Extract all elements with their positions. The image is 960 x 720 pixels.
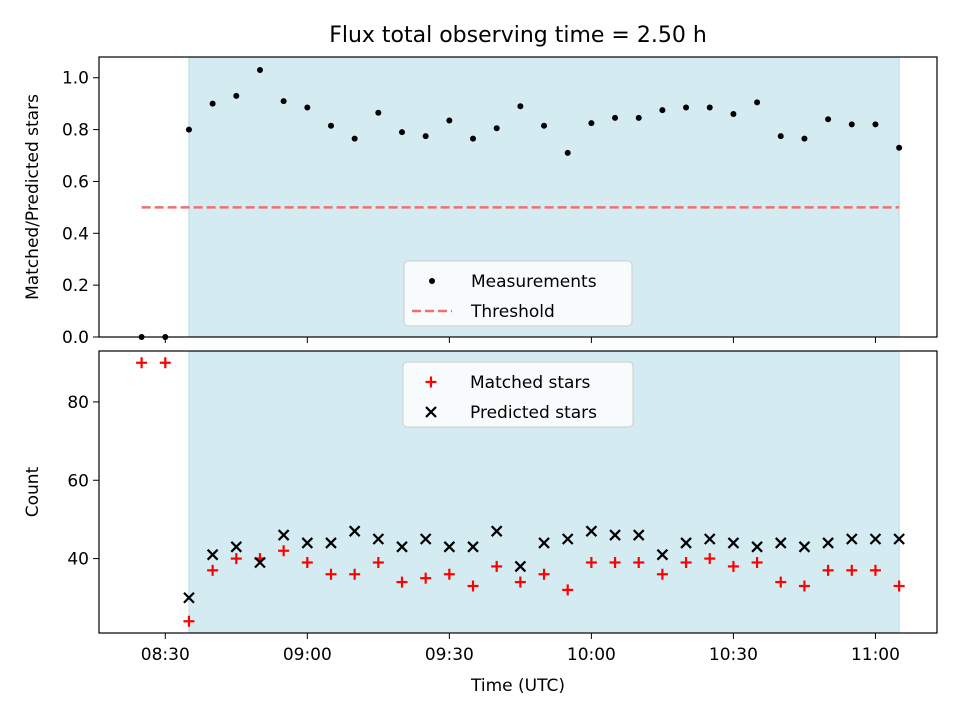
- top-point-dot: [659, 107, 665, 113]
- bottom-legend-label: Matched stars: [470, 373, 590, 393]
- top-point-dot: [754, 99, 760, 105]
- bottom-ylabel: Count: [23, 466, 43, 517]
- top-legend-swatch: [429, 278, 435, 284]
- bottom-xtick-label: 09:30: [425, 645, 474, 665]
- top-point-dot: [872, 121, 878, 127]
- top-point-dot: [352, 136, 358, 142]
- bottom-panel: 40 60 80 08:30 09:00 09:30 10:00 10:30 11:00 Coun…: [23, 351, 937, 696]
- bottom-xtick-label: 11:00: [851, 645, 900, 665]
- top-point-dot: [825, 116, 831, 122]
- top-ytick-label: 1.0: [62, 69, 89, 89]
- top-point-dot: [565, 150, 571, 156]
- bottom-ytick-label: 80: [67, 393, 89, 413]
- top-point-dot: [186, 127, 192, 133]
- top-point-dot: [446, 118, 452, 124]
- figure: Flux total observing time = 2.50 h 0.00.…: [0, 0, 960, 720]
- top-point-dot: [849, 121, 855, 127]
- top-point-dot: [399, 129, 405, 135]
- top-point-dot: [778, 133, 784, 139]
- x-axis-label: Time (UTC): [470, 676, 565, 696]
- top-point-dot: [730, 111, 736, 117]
- bottom-legend: Matched stars Predicted stars: [403, 362, 633, 427]
- top-point-dot: [707, 105, 713, 111]
- top-point-dot: [328, 123, 334, 129]
- top-point-dot: [304, 105, 310, 111]
- bottom-ytick-label: 60: [67, 471, 89, 491]
- bottom-legend-label: Predicted stars: [470, 403, 597, 423]
- top-point-dot: [517, 103, 523, 109]
- bottom-point-plus: [136, 357, 147, 368]
- top-ytick-label: 0.2: [62, 276, 89, 296]
- bottom-xtick-label: 08:30: [141, 645, 190, 665]
- bottom-point-plus: [160, 357, 171, 368]
- top-point-dot: [801, 136, 807, 142]
- top-point-dot: [423, 133, 429, 139]
- top-legend-label: Threshold: [470, 302, 555, 322]
- top-ytick-label: 0.8: [62, 121, 89, 141]
- top-point-dot: [612, 115, 618, 121]
- top-point-dot: [896, 145, 902, 151]
- top-point-dot: [375, 110, 381, 116]
- bottom-xtick-label: 10:30: [709, 645, 758, 665]
- chart-title: Flux total observing time = 2.50 h: [329, 23, 707, 48]
- top-point-dot: [588, 120, 594, 126]
- top-point-dot: [683, 105, 689, 111]
- top-ytick-label: 0.6: [62, 172, 89, 192]
- bottom-ytick-label: 40: [67, 550, 89, 570]
- top-legend-label: Measurements: [471, 272, 597, 292]
- bottom-xtick-label: 09:00: [283, 645, 332, 665]
- top-ytick-label: 0.4: [62, 224, 89, 244]
- top-ytick-label: 0.0: [62, 328, 89, 348]
- top-panel: 0.0 0.2 0.4 0.6 0.8 1.0 Matched/Predicted star…: [23, 57, 937, 348]
- top-point-dot: [210, 101, 216, 107]
- top-point-dot: [541, 123, 547, 129]
- top-legend: Measurements Threshold: [404, 261, 632, 326]
- top-point-dot: [470, 136, 476, 142]
- top-point-dot: [636, 115, 642, 121]
- top-point-dot: [281, 98, 287, 104]
- top-point-dot: [233, 93, 239, 99]
- top-point-dot: [257, 67, 263, 73]
- bottom-xtick-label: 10:00: [567, 645, 616, 665]
- top-ylabel: Matched/Predicted stars: [23, 94, 43, 300]
- top-point-dot: [494, 125, 500, 131]
